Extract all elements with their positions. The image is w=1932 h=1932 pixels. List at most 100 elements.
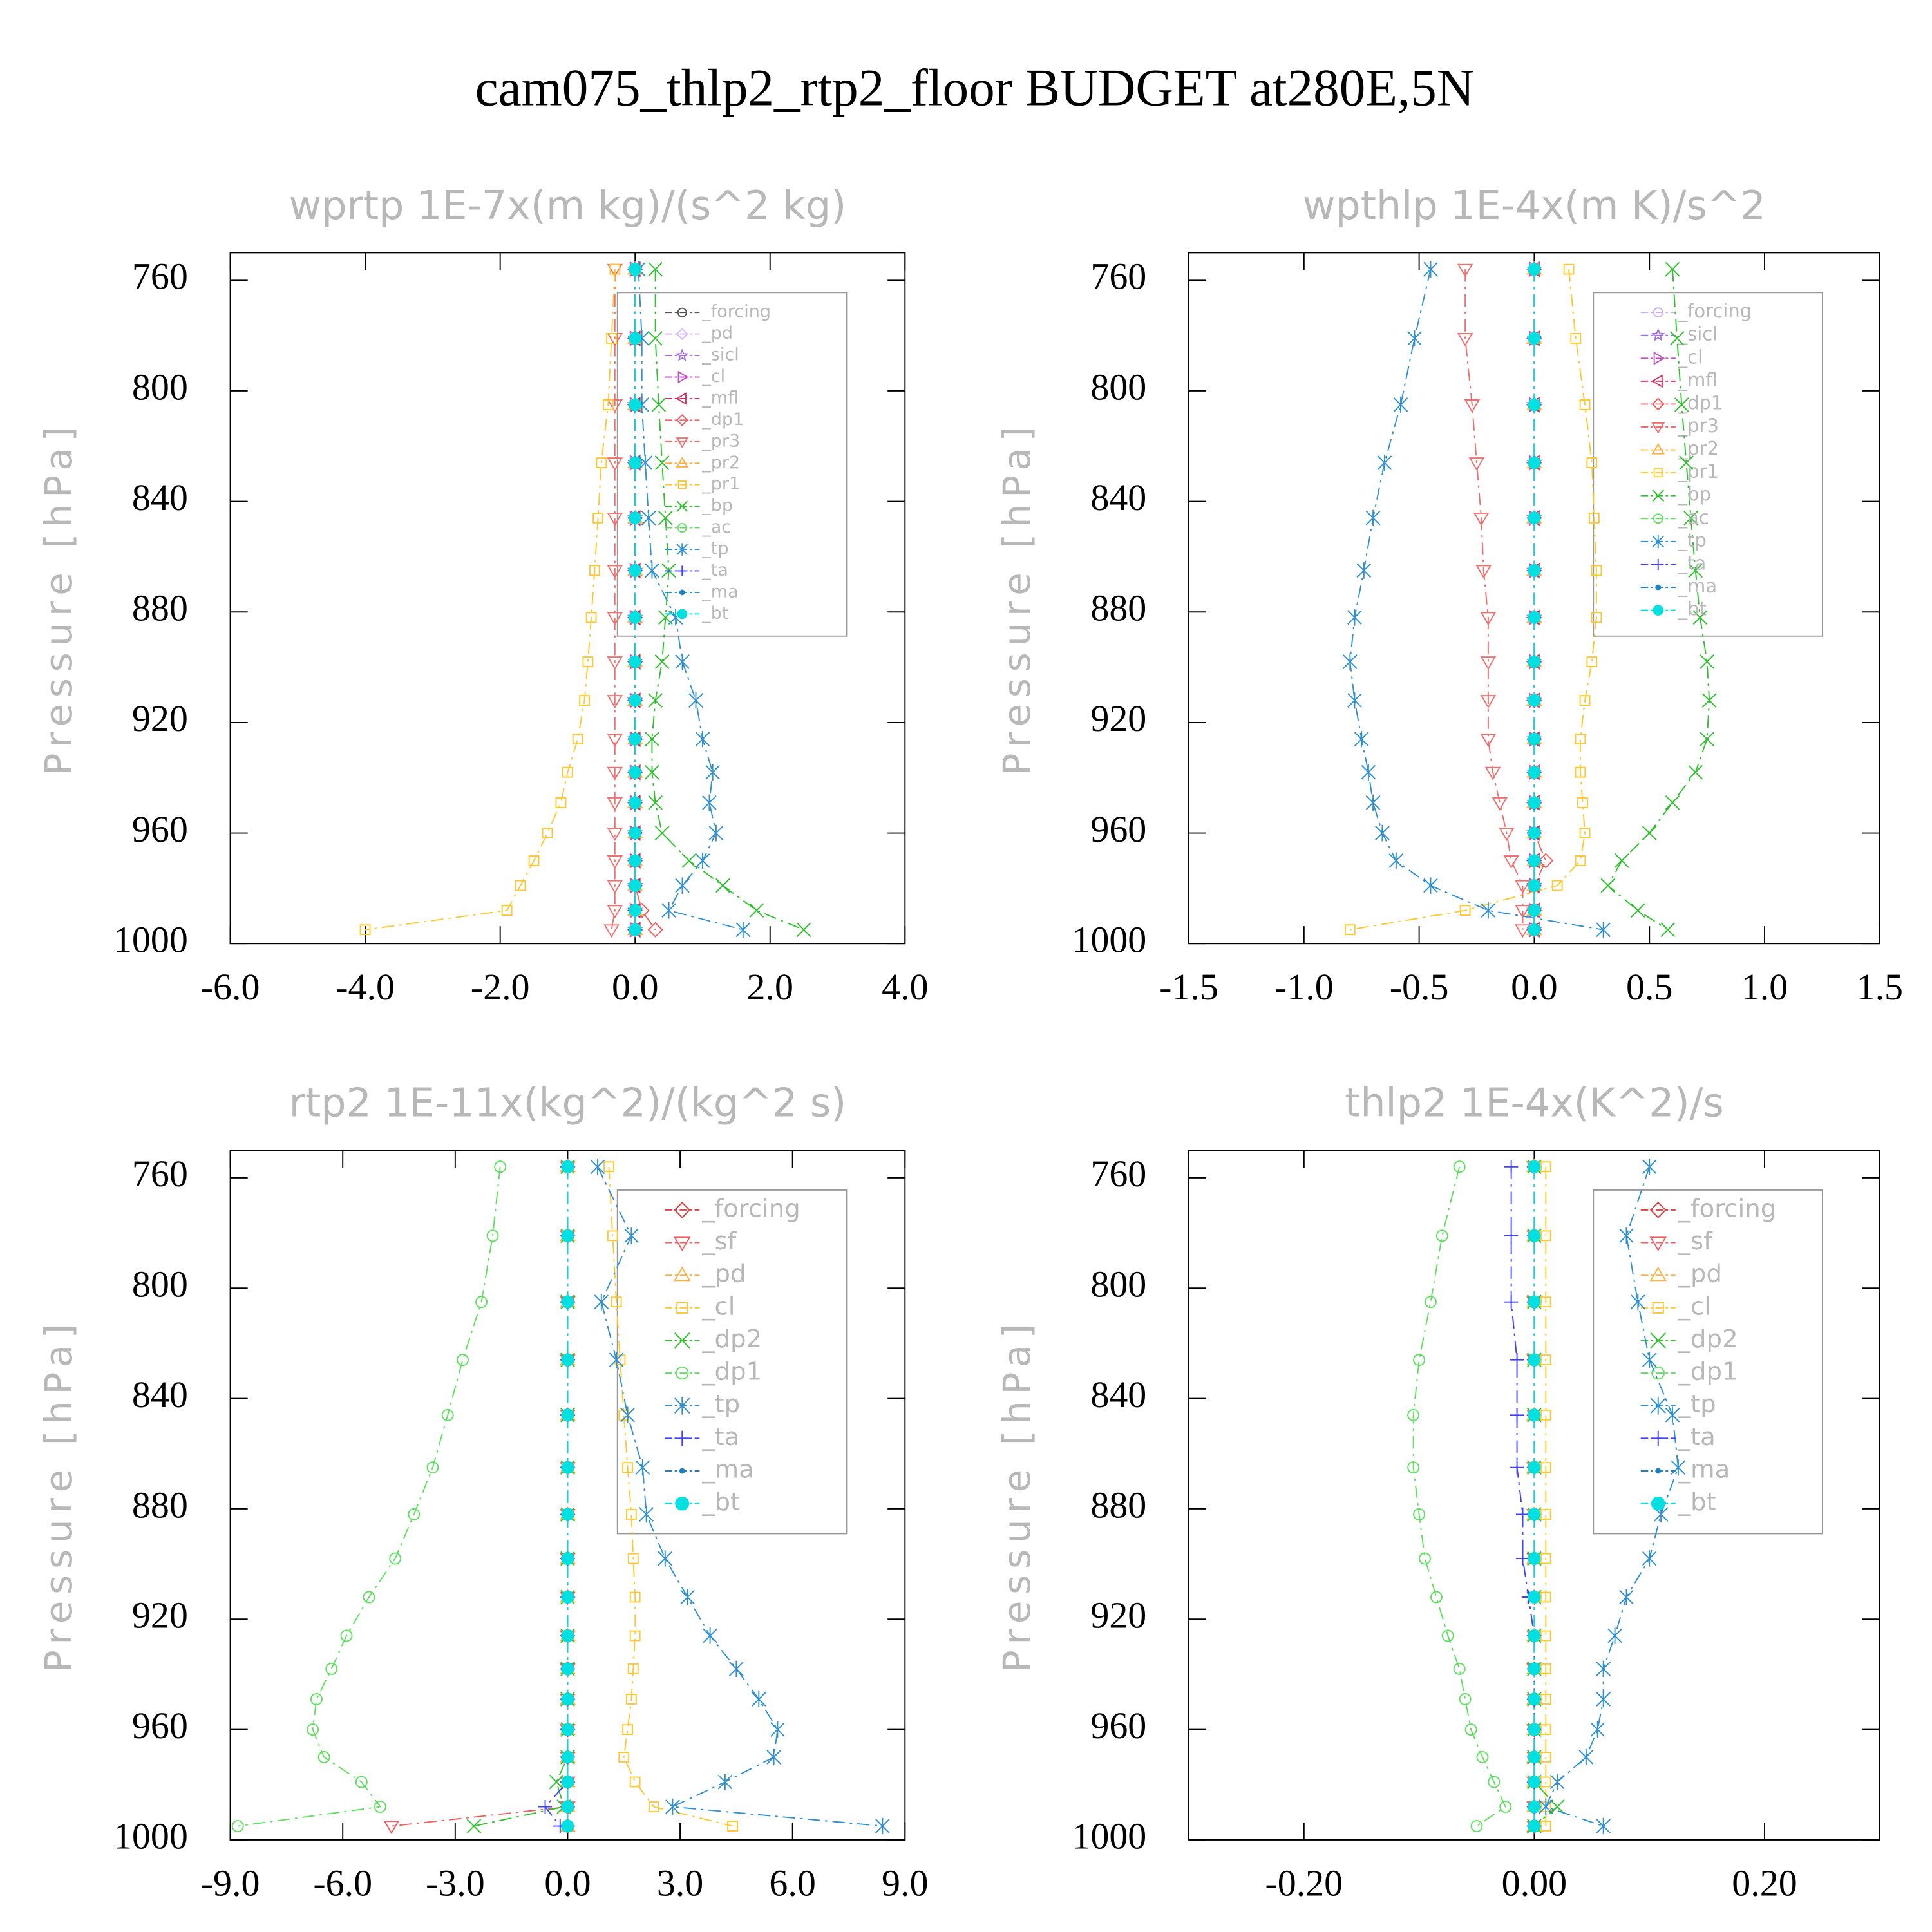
marker — [625, 1509, 637, 1520]
legend-marker — [676, 392, 687, 405]
marker — [1528, 332, 1541, 345]
marker — [1473, 512, 1490, 526]
legend-marker — [676, 543, 688, 556]
marker — [1528, 1819, 1541, 1833]
legend-marker — [674, 1396, 690, 1415]
marker — [426, 1461, 439, 1474]
marker — [501, 905, 513, 916]
marker — [374, 1801, 386, 1814]
marker — [1528, 1662, 1541, 1676]
marker — [307, 1723, 319, 1736]
marker — [1528, 1750, 1541, 1764]
figure-title: cam075_thlp2_rtp2_floor BUDGET at280E,5N — [475, 59, 1475, 117]
marker — [1377, 454, 1392, 471]
marker — [1344, 924, 1356, 936]
legend-marker — [673, 1266, 691, 1282]
marker — [1464, 1723, 1477, 1736]
marker — [645, 732, 659, 746]
marker — [607, 1230, 618, 1242]
marker — [1596, 921, 1611, 938]
marker — [1665, 795, 1680, 810]
marker — [648, 261, 663, 277]
legend-label: _pr3 — [1678, 415, 1719, 437]
marker — [1510, 1408, 1524, 1422]
legend-marker — [674, 1430, 690, 1446]
marker — [231, 1820, 244, 1833]
marker — [1480, 734, 1497, 748]
marker — [1540, 1591, 1551, 1603]
legend-label: _mfl — [1678, 369, 1718, 391]
legend-label: _ta — [1678, 1423, 1716, 1452]
profile-line — [638, 269, 744, 931]
marker — [1430, 1591, 1443, 1604]
marker — [603, 924, 620, 938]
profile-line — [608, 1166, 733, 1827]
marker — [770, 1721, 785, 1738]
legend-marker — [1653, 558, 1664, 571]
marker — [1579, 695, 1591, 706]
marker — [654, 654, 670, 669]
legend-marker — [1653, 468, 1663, 478]
x-tick-label: 0.20 — [1732, 1862, 1797, 1904]
marker — [1591, 612, 1602, 623]
legend-label: _ta — [701, 560, 728, 580]
x-tick-label: -3.0 — [426, 1862, 485, 1904]
marker — [611, 1296, 622, 1308]
marker — [1590, 1721, 1605, 1738]
marker — [609, 263, 621, 275]
marker — [629, 766, 642, 779]
marker — [561, 1461, 574, 1474]
marker — [658, 1550, 673, 1567]
marker — [607, 797, 623, 811]
plot-frame — [1188, 252, 1880, 945]
marker — [572, 734, 583, 745]
marker — [1393, 396, 1408, 413]
profile-line — [1350, 269, 1597, 931]
panel: wpthlp 1E-4x(m K)/s^2 Pressure [hPa] 760 80… — [995, 182, 1903, 1008]
legend-label: _cl — [1678, 1292, 1711, 1321]
marker — [1528, 904, 1541, 917]
legend-label: _pd — [1678, 1260, 1722, 1289]
marker — [607, 399, 623, 413]
marker — [648, 795, 663, 810]
legend-label: _cl — [1678, 346, 1703, 368]
marker — [1407, 1461, 1420, 1474]
x-tick-label: 0.0 — [1511, 966, 1557, 1008]
legend-label: _dp1 — [1678, 392, 1723, 413]
y-tick-label: 760 — [132, 256, 188, 298]
marker — [1476, 1750, 1489, 1763]
legend-marker — [677, 609, 688, 620]
marker — [1365, 509, 1381, 527]
marker — [1528, 732, 1541, 746]
marker — [875, 1817, 890, 1835]
marker — [340, 1629, 353, 1642]
y-tick-label: 1000 — [113, 919, 188, 961]
legend-label: _dp1 — [701, 410, 744, 430]
x-tick-label: -1.0 — [1274, 966, 1334, 1008]
marker — [627, 1553, 639, 1564]
marker — [594, 1293, 609, 1311]
marker — [1665, 261, 1680, 277]
marker — [1575, 734, 1586, 745]
legend-label: _pr2 — [701, 453, 740, 473]
marker — [629, 1591, 641, 1603]
marker — [629, 1630, 641, 1642]
y-tick-label: 960 — [1090, 1705, 1146, 1747]
marker — [1674, 397, 1689, 412]
marker — [607, 695, 623, 709]
marker — [561, 1629, 574, 1642]
marker — [749, 903, 764, 918]
marker — [629, 655, 642, 668]
marker — [1464, 399, 1481, 413]
legend-marker — [1651, 1496, 1665, 1511]
marker — [654, 455, 670, 470]
legend-label: _bt — [701, 603, 728, 623]
marker — [695, 730, 710, 748]
marker — [1528, 263, 1541, 276]
legend-label: _pd — [701, 323, 733, 343]
marker — [648, 1801, 659, 1812]
y-tick-label: 880 — [1090, 587, 1146, 629]
marker — [561, 1552, 574, 1566]
legend-marker — [675, 1496, 690, 1511]
